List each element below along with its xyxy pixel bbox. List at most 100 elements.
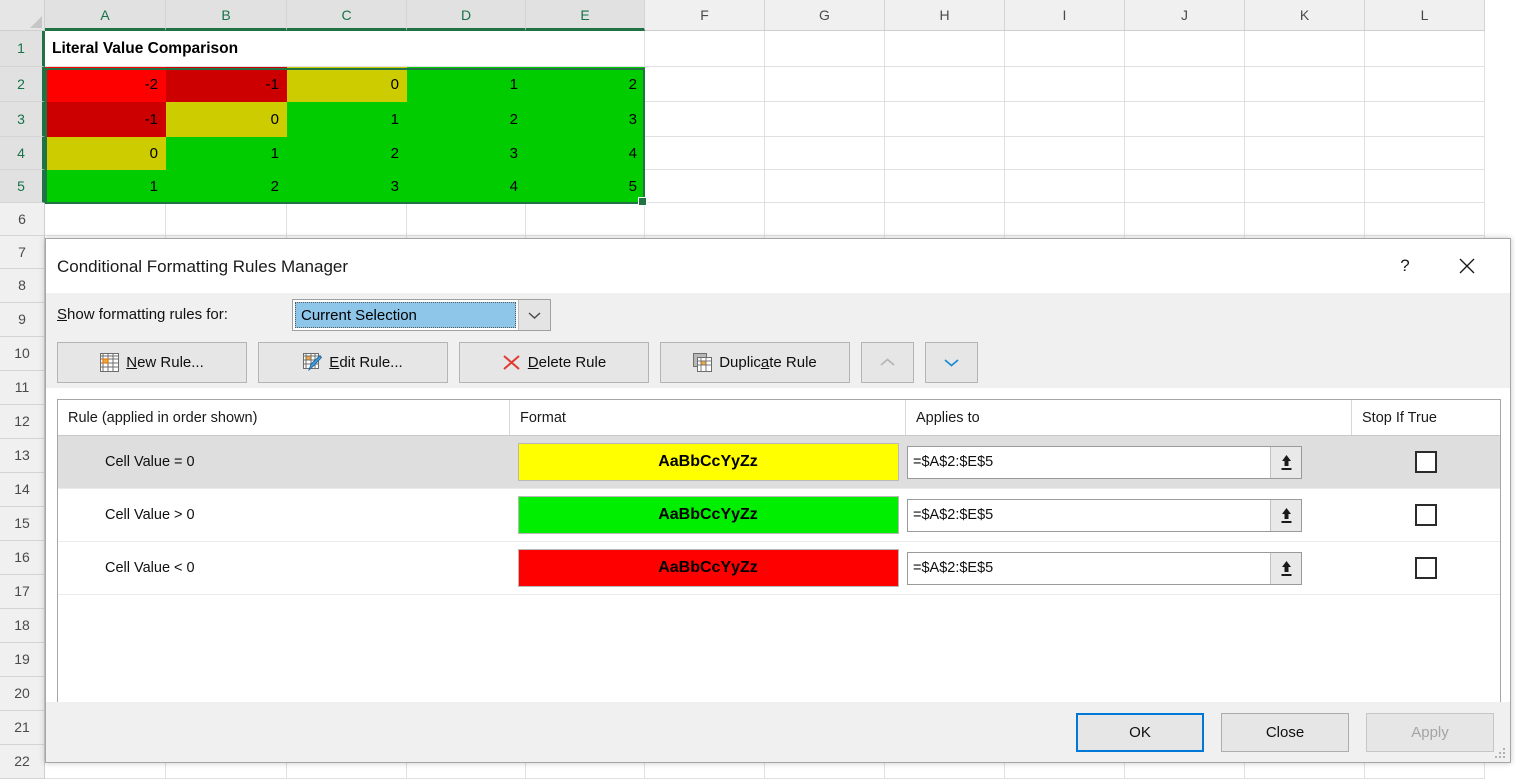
rule-format-cell[interactable]: AaBbCcYyZz [510,496,906,534]
cell-K4[interactable] [1245,137,1365,170]
row-header-20[interactable]: 20 [0,677,45,711]
cell-A3[interactable]: -1 [45,102,166,137]
cell-J6[interactable] [1125,203,1245,236]
cell-H5[interactable] [885,170,1005,203]
column-header-a[interactable]: A [45,0,166,31]
cell-E3[interactable]: 3 [526,102,645,137]
rule-format-cell[interactable]: AaBbCcYyZz [510,549,906,587]
rule-format-cell[interactable]: AaBbCcYyZz [510,443,906,481]
cell-K2[interactable] [1245,67,1365,102]
cell-B5[interactable]: 2 [166,170,287,203]
cell-L3[interactable] [1365,102,1485,137]
stop-if-true-checkbox[interactable] [1415,504,1437,526]
cell-B4[interactable]: 1 [166,137,287,170]
cell-I3[interactable] [1005,102,1125,137]
cell-G3[interactable] [765,102,885,137]
column-header-h[interactable]: H [885,0,1005,31]
cell-L1[interactable] [1365,31,1485,67]
apply-button[interactable]: Apply [1366,712,1494,752]
move-rule-down-button[interactable] [925,342,978,383]
cell-C5[interactable]: 3 [287,170,407,203]
cell-G1[interactable] [765,31,885,67]
applies-to-input[interactable]: =$A$2:$E$5 [907,498,1302,532]
cell-D4[interactable]: 3 [407,137,526,170]
cell-B3[interactable]: 0 [166,102,287,137]
rule-row[interactable]: Cell Value > 0 AaBbCcYyZz =$A$2:$E$5 [58,489,1500,542]
duplicate-rule-button[interactable]: Duplicate Rule [660,342,850,383]
cell-F1[interactable] [645,31,765,67]
cell-C6[interactable] [287,203,407,236]
cell-F6[interactable] [645,203,765,236]
column-header-l[interactable]: L [1365,0,1485,31]
row-header-5[interactable]: 5 [0,170,45,203]
select-all-corner[interactable] [0,0,45,31]
edit-rule-button[interactable]: Edit Rule... [258,342,448,383]
row-header-11[interactable]: 11 [0,371,45,405]
row-header-2[interactable]: 2 [0,67,45,102]
row-header-15[interactable]: 15 [0,507,45,541]
cell-F4[interactable] [645,137,765,170]
cell-D5[interactable]: 4 [407,170,526,203]
cell-I4[interactable] [1005,137,1125,170]
cell-K6[interactable] [1245,203,1365,236]
cell-D2[interactable]: 1 [407,67,526,102]
row-header-12[interactable]: 12 [0,405,45,439]
cell-G2[interactable] [765,67,885,102]
scope-dropdown[interactable]: Current Selection [292,299,551,331]
move-rule-up-button[interactable] [861,342,914,383]
cell-A6[interactable] [45,203,166,236]
stop-if-true-checkbox[interactable] [1415,451,1437,473]
cell-F5[interactable] [645,170,765,203]
chevron-down-icon[interactable] [518,300,550,330]
rule-row[interactable]: Cell Value < 0 AaBbCcYyZz =$A$2:$E$5 [58,542,1500,595]
close-button-footer[interactable]: Close [1221,712,1349,752]
cell-C4[interactable]: 2 [287,137,407,170]
column-header-d[interactable]: D [407,0,526,31]
row-header-6[interactable]: 6 [0,203,45,236]
resize-grip-icon[interactable] [1495,748,1507,760]
cell-B6[interactable] [166,203,287,236]
column-header-c[interactable]: C [287,0,407,31]
cell-I5[interactable] [1005,170,1125,203]
delete-rule-button[interactable]: Delete Rule [459,342,649,383]
cell-D3[interactable]: 2 [407,102,526,137]
row-header-8[interactable]: 8 [0,269,45,303]
cell-G4[interactable] [765,137,885,170]
row-header-10[interactable]: 10 [0,337,45,371]
row-header-4[interactable]: 4 [0,137,45,170]
row-header-13[interactable]: 13 [0,439,45,473]
help-button[interactable]: ? [1382,247,1428,285]
cell-K1[interactable] [1245,31,1365,67]
row-header-9[interactable]: 9 [0,303,45,337]
cell-J3[interactable] [1125,102,1245,137]
selection-fill-handle[interactable] [638,197,647,206]
cell-H4[interactable] [885,137,1005,170]
cell-A5[interactable]: 1 [45,170,166,203]
cell-J4[interactable] [1125,137,1245,170]
column-header-f[interactable]: F [645,0,765,31]
cell-E5[interactable]: 5 [526,170,645,203]
cell-A4[interactable]: 0 [45,137,166,170]
cell-H6[interactable] [885,203,1005,236]
column-header-i[interactable]: I [1005,0,1125,31]
row-header-14[interactable]: 14 [0,473,45,507]
column-header-e[interactable]: E [526,0,645,31]
cell-E6[interactable] [526,203,645,236]
row-header-21[interactable]: 21 [0,711,45,745]
cell-G5[interactable] [765,170,885,203]
collapse-dialog-icon[interactable] [1270,552,1301,584]
new-rule-button[interactable]: New Rule... [57,342,247,383]
cell-L5[interactable] [1365,170,1485,203]
cell-L2[interactable] [1365,67,1485,102]
collapse-dialog-icon[interactable] [1270,446,1301,478]
column-header-j[interactable]: J [1125,0,1245,31]
cell-K3[interactable] [1245,102,1365,137]
cell-A1[interactable]: Literal Value Comparison [45,31,645,67]
cell-H2[interactable] [885,67,1005,102]
applies-to-input[interactable]: =$A$2:$E$5 [907,551,1302,585]
cell-C2[interactable]: 0 [287,67,407,102]
cell-L4[interactable] [1365,137,1485,170]
cell-G6[interactable] [765,203,885,236]
row-header-16[interactable]: 16 [0,541,45,575]
cell-D6[interactable] [407,203,526,236]
